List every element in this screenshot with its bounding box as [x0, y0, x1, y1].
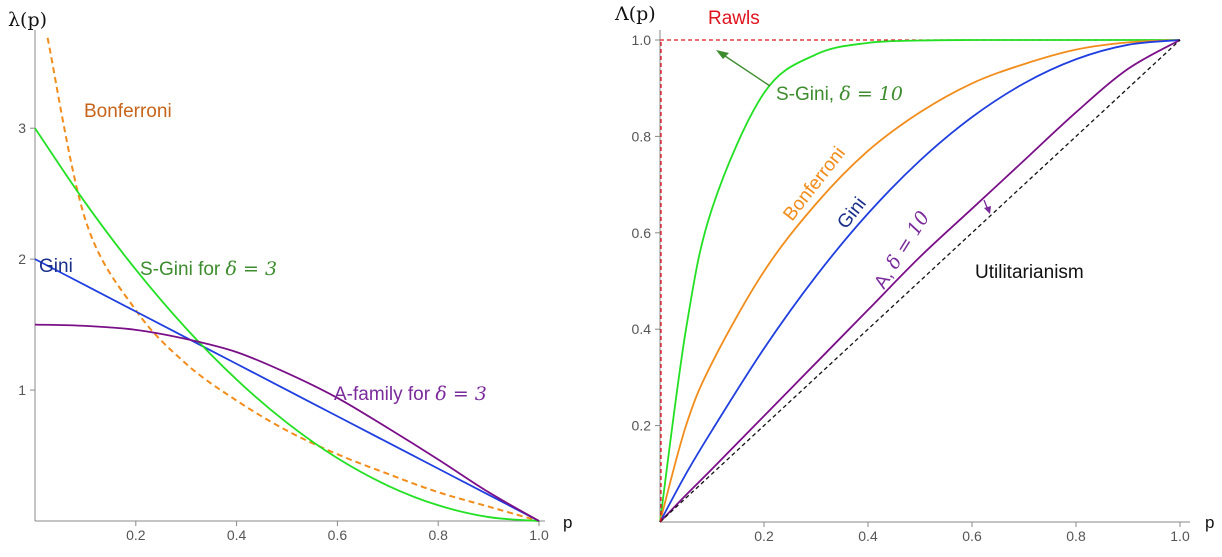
- sgini-arrow: [721, 53, 771, 87]
- a-arrow-head: [984, 206, 991, 214]
- right-x-tick-label: 0.2: [754, 528, 774, 544]
- left-label-sgini: S-Gini for δ = 3: [140, 258, 277, 280]
- right-y-tick-label: 0.4: [632, 321, 652, 337]
- left-label-gini: Gini: [39, 256, 73, 277]
- left-y-tick-label: 1: [18, 382, 26, 398]
- left-x-tick-label: 0.8: [428, 527, 448, 543]
- right-series-utilitarianism: [659, 39, 1181, 523]
- right-series-bonferroni: [659, 39, 1181, 523]
- left-label-sgini-text: S-Gini for: [140, 259, 221, 280]
- right-x-tick-label: 1.0: [1170, 528, 1190, 544]
- right-label-rawls: Rawls: [708, 8, 760, 29]
- right-label-utilitarianism: Utilitarianism: [975, 262, 1084, 283]
- right-series-gini: [659, 39, 1181, 523]
- right-series-s-gini: [659, 39, 1180, 523]
- left-x-tick-label: 0.6: [328, 527, 348, 543]
- right-label-gini: Gini: [833, 194, 870, 234]
- right-y-axis-label: Λ(p): [614, 3, 656, 25]
- left-label-afamily-text: A-family for: [334, 384, 431, 405]
- left-chart: 0.2 0.4 0.6 0.8 1.0 1 2 3 λ(p) p Bonferroni Gin…: [8, 9, 572, 543]
- left-x-tick-label: 1.0: [529, 527, 549, 543]
- right-label-a: A, δ = 10: [870, 207, 935, 292]
- right-ticks: 0.2 0.4 0.6 0.8 1.0 0.2 0.4 0.6 0.8 1.0: [632, 32, 1190, 544]
- left-label-afamily: A-family for δ = 3: [334, 383, 487, 405]
- right-label-sgini-math: δ = 10: [839, 83, 903, 105]
- right-label-sgini-text: S-Gini,: [776, 84, 834, 105]
- right-chart: 0.2 0.4 0.6 0.8 1.0 0.2 0.4 0.6 0.8 1.0 Λ(p) p Ra…: [614, 3, 1214, 544]
- left-y-axis-label: λ(p): [8, 9, 47, 31]
- right-x-tick-label: 0.6: [962, 528, 982, 544]
- left-label-sgini-math: δ = 3: [226, 258, 278, 280]
- left-ticks: 0.2 0.4 0.6 0.8 1.0 1 2 3: [18, 120, 549, 543]
- right-x-axis-label: p: [1205, 513, 1214, 532]
- right-label-sgini: S-Gini, δ = 10: [776, 83, 903, 105]
- left-label-bonferroni: Bonferroni: [84, 101, 172, 122]
- left-x-axis-label: p: [563, 513, 572, 532]
- right-series: [659, 39, 1181, 523]
- right-x-tick-label: 0.4: [858, 528, 878, 544]
- left-x-tick-label: 0.2: [126, 527, 146, 543]
- right-y-tick-label: 0.2: [632, 418, 652, 434]
- left-series-s-gini-for: [34, 127, 540, 522]
- left-y-tick-label: 3: [18, 120, 26, 136]
- left-label-afamily-math: δ = 3: [435, 383, 487, 405]
- right-label-a-math: δ = 10: [882, 207, 934, 273]
- left-series: [34, 37, 540, 522]
- right-x-tick-label: 0.8: [1066, 528, 1086, 544]
- left-y-tick-label: 2: [18, 251, 26, 267]
- left-x-tick-label: 0.4: [227, 527, 247, 543]
- left-series-bonferroni: [46, 37, 540, 522]
- right-y-tick-label: 1.0: [632, 32, 652, 48]
- left-series-a-family-for: [34, 323, 540, 522]
- right-y-tick-label: 0.6: [632, 225, 652, 241]
- sgini-arrow-head: [716, 50, 729, 59]
- left-series-gini: [34, 258, 540, 522]
- right-series-a: [659, 39, 1181, 523]
- right-y-tick-label: 0.8: [632, 128, 652, 144]
- right-label-a-text: A,: [870, 266, 897, 292]
